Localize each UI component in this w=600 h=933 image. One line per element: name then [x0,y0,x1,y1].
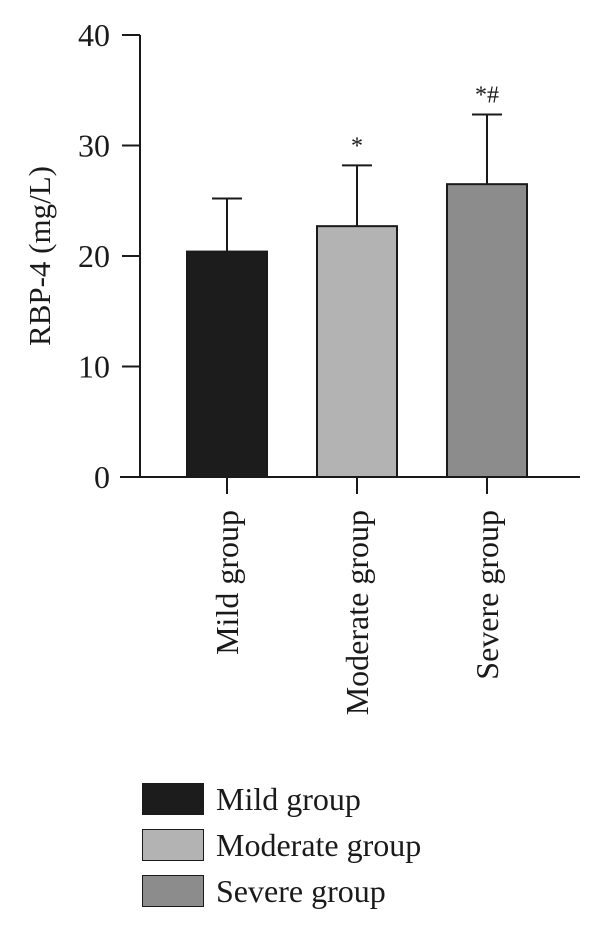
x-tick-labels: Mild group Moderate group Severe group [209,510,505,715]
y-tick-label-30: 30 [78,128,110,164]
legend-swatch-moderate [142,829,204,861]
bar-chart: RBP-4 (mg/L) 0 10 20 30 40 * *# Mild group Mod… [22,17,580,715]
bar-severe-group [446,183,528,479]
y-tick-label-10: 10 [78,349,110,385]
x-tick-label-moderate-group: Moderate group [339,510,375,715]
legend-label-moderate: Moderate group [216,826,422,863]
legend-item-moderate: Moderate group [142,822,421,868]
legend: Mild group Moderate group Severe group [142,776,421,914]
y-tick-label-0: 0 [94,459,110,495]
y-axis-label: RBP-4 (mg/L) [22,166,57,346]
x-tick-label-mild-group: Mild group [209,510,245,655]
significance-mark-moderate-group: * [351,133,363,159]
legend-swatch-mild [142,783,204,815]
y-tick-label-40: 40 [78,17,110,53]
bar-mild-group [186,250,268,478]
x-tick-label-severe-group: Severe group [469,510,505,680]
y-tick-label-20: 20 [78,238,110,274]
bars: * *# [186,83,528,494]
legend-swatch-severe [142,875,204,907]
significance-mark-severe-group: *# [475,83,499,109]
legend-item-severe: Severe group [142,868,421,914]
legend-item-mild: Mild group [142,776,421,822]
legend-label-severe: Severe group [216,872,386,909]
y-ticks: 0 10 20 30 40 [78,17,140,495]
bar-moderate-group [316,225,398,478]
legend-label-mild: Mild group [216,780,361,817]
